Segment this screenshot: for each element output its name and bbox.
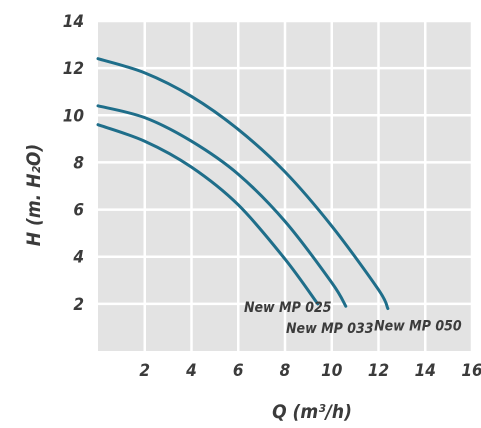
y-tick-label: 10	[63, 106, 85, 126]
y-tick-label: 2	[73, 295, 84, 315]
series-label: New MP 033	[286, 321, 374, 337]
x-tick-label: 2	[139, 361, 150, 381]
series-label: New MP 025	[244, 300, 332, 316]
series-label: New MP 050	[374, 319, 462, 335]
y-tick-label: 12	[63, 59, 84, 79]
x-tick-label: 4	[185, 361, 197, 381]
x-tick-label: 10	[321, 361, 343, 381]
y-tick-label: 6	[73, 201, 84, 221]
x-tick-label: 8	[280, 361, 291, 381]
x-axis-title: Q (m³/h)	[272, 401, 352, 423]
series-line	[96, 123, 320, 306]
y-tick-label: 14	[63, 12, 84, 32]
series-line	[96, 104, 348, 308]
y-tick-labels: 2 4 6 8 10 12 14	[63, 12, 85, 315]
series-labels: New MP 025 New MP 033 New MP 050	[244, 300, 462, 337]
x-tick-label: 14	[415, 361, 436, 381]
y-tick-label: 4	[72, 248, 84, 268]
x-tick-labels: 2 4 6 8 10 12 14 16	[139, 361, 481, 381]
x-tick-label: 6	[233, 361, 244, 381]
y-tick-label: 8	[73, 153, 84, 173]
series-line	[96, 57, 390, 311]
y-axis-title: H (m. H₂O)	[23, 144, 45, 246]
x-tick-label: 16	[461, 361, 481, 381]
x-tick-label: 12	[368, 361, 389, 381]
series-lines	[96, 57, 390, 311]
